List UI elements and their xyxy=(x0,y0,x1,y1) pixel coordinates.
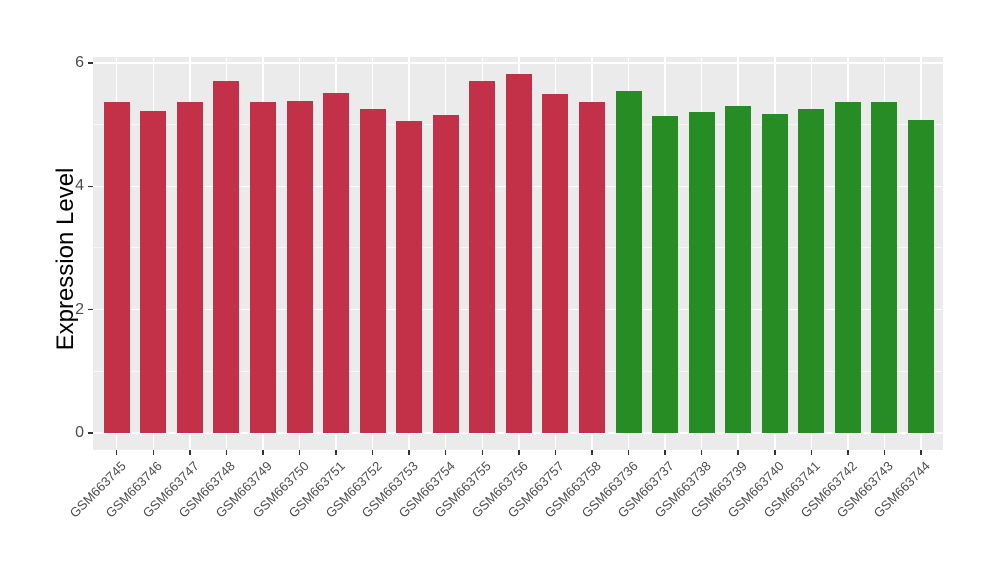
y-tick-mark xyxy=(87,432,93,434)
x-tick-mark xyxy=(810,450,813,455)
bar xyxy=(615,90,642,433)
y-axis-title: Expression Level xyxy=(52,167,79,350)
x-tick-mark xyxy=(554,450,557,455)
x-tick-mark xyxy=(883,450,886,455)
x-tick-mark xyxy=(591,450,593,455)
bar xyxy=(652,116,679,433)
x-tick-mark xyxy=(774,450,776,455)
x-tick-mark xyxy=(189,450,191,455)
x-tick-mark xyxy=(444,450,447,455)
x-tick-mark xyxy=(335,450,337,455)
x-tick-mark xyxy=(371,450,374,455)
x-tick-mark xyxy=(225,450,228,455)
x-tick-mark xyxy=(298,450,301,455)
x-tick-mark xyxy=(115,450,118,455)
y-tick-label: 4 xyxy=(75,177,84,195)
x-tick-mark xyxy=(481,450,484,455)
bar xyxy=(396,120,423,433)
x-tick-mark xyxy=(518,450,520,455)
bar xyxy=(323,92,350,433)
y-tick-label: 2 xyxy=(75,300,84,318)
bar xyxy=(834,102,861,433)
bar xyxy=(432,115,459,433)
bar xyxy=(908,119,935,433)
y-tick-mark xyxy=(87,308,93,311)
bar xyxy=(103,102,130,433)
bar xyxy=(249,102,276,433)
bar xyxy=(725,106,752,433)
bar xyxy=(140,111,167,433)
major-gridline xyxy=(93,62,943,64)
bar xyxy=(688,112,715,433)
bar xyxy=(761,113,788,433)
bar xyxy=(542,94,569,433)
major-gridline xyxy=(93,432,943,434)
bar xyxy=(213,81,240,433)
x-tick-mark xyxy=(627,450,630,455)
x-tick-mark xyxy=(262,450,264,455)
x-tick-mark xyxy=(920,450,922,455)
y-tick-label: 6 xyxy=(75,53,84,71)
x-tick-mark xyxy=(737,450,739,455)
y-tick-label: 0 xyxy=(75,424,84,441)
bar xyxy=(286,100,313,433)
bar xyxy=(176,102,203,433)
bar xyxy=(505,74,532,433)
x-tick-mark xyxy=(152,450,154,455)
bar xyxy=(469,81,496,433)
y-tick-mark xyxy=(87,62,93,64)
x-tick-mark xyxy=(700,450,703,455)
bar xyxy=(871,101,898,433)
x-tick-mark xyxy=(664,450,666,455)
y-tick-mark xyxy=(87,185,93,188)
plot-panel xyxy=(93,57,943,450)
bar xyxy=(578,102,605,433)
x-tick-mark xyxy=(408,450,410,455)
bar xyxy=(359,108,386,433)
bar xyxy=(798,108,825,433)
x-tick-mark xyxy=(847,450,849,455)
